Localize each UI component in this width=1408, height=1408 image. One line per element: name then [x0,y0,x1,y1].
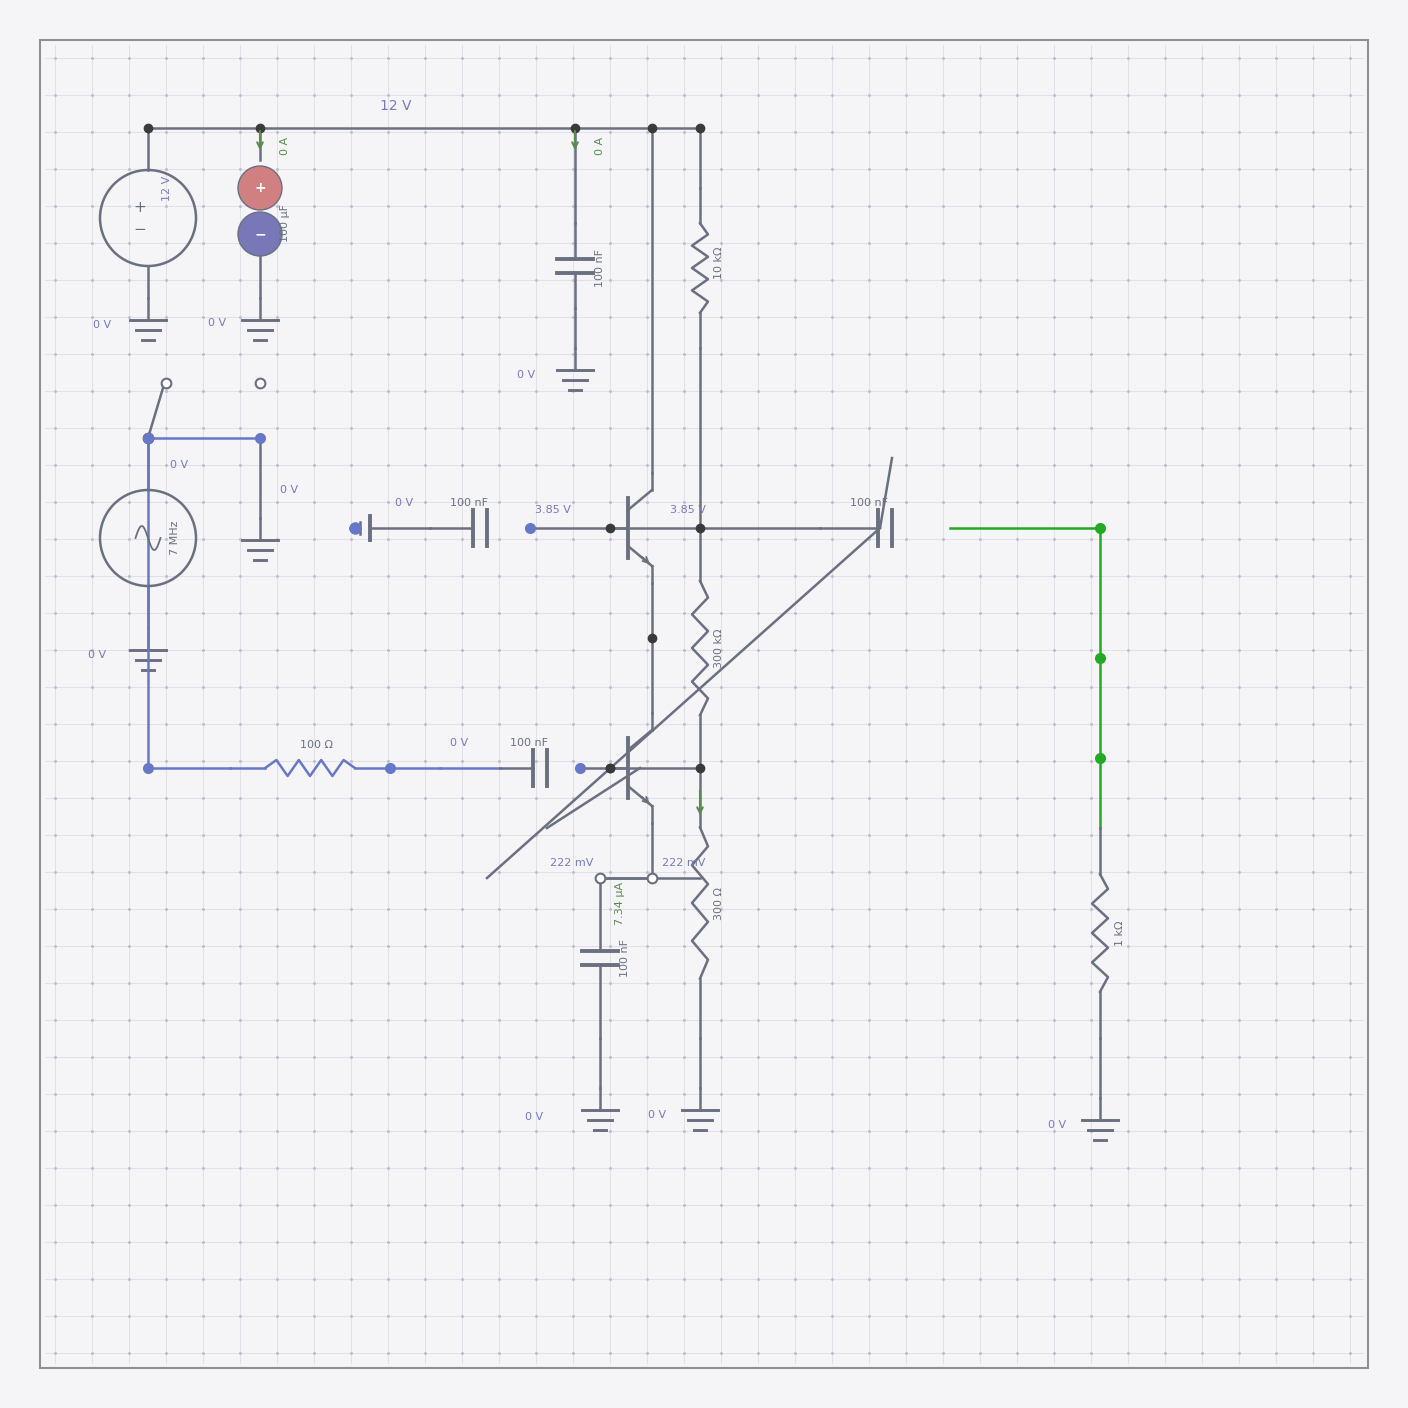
Text: 100 nF: 100 nF [620,939,629,977]
Text: 0 V: 0 V [648,1110,666,1119]
Text: 1 kΩ: 1 kΩ [1115,921,1125,946]
Text: 0 V: 0 V [170,460,189,470]
Text: 100 μF: 100 μF [280,204,290,242]
Text: 0 V: 0 V [280,484,298,496]
Text: 222 mV: 222 mV [662,857,705,867]
FancyBboxPatch shape [39,39,1369,1369]
Text: 12 V: 12 V [162,176,172,200]
Text: 3.85 V: 3.85 V [535,505,570,515]
Text: 0 V: 0 V [208,318,227,328]
Text: 7.34 μA: 7.34 μA [615,881,625,925]
Text: 300 Ω: 300 Ω [714,887,724,919]
Text: 0 V: 0 V [87,650,106,660]
Text: 7 MHz: 7 MHz [170,521,180,555]
Text: 0 V: 0 V [451,738,467,748]
Text: +: + [134,200,146,215]
Text: +: + [255,182,266,194]
Text: 100 Ω: 100 Ω [300,741,334,750]
Text: −: − [255,227,266,241]
Text: 0 V: 0 V [517,370,535,380]
Text: 0 A: 0 A [280,137,290,155]
Text: −: − [134,222,146,238]
Text: 0 V: 0 V [396,498,413,508]
Circle shape [238,166,282,210]
Circle shape [238,213,282,256]
Text: 3.85 V: 3.85 V [670,505,705,515]
Text: 0 A: 0 A [596,137,605,155]
Text: 300 kΩ: 300 kΩ [714,628,724,667]
Text: 0 V: 0 V [525,1112,543,1122]
Text: 10 kΩ: 10 kΩ [714,246,724,279]
Text: 0 V: 0 V [1048,1119,1066,1131]
Text: 100 nF: 100 nF [510,738,548,748]
Text: 222 mV: 222 mV [551,857,593,867]
Text: 12 V: 12 V [380,99,411,113]
Text: 100 nF: 100 nF [596,249,605,287]
Text: 0 V: 0 V [93,320,111,329]
Text: 100 nF: 100 nF [451,498,489,508]
Text: 100 nF: 100 nF [850,498,888,508]
